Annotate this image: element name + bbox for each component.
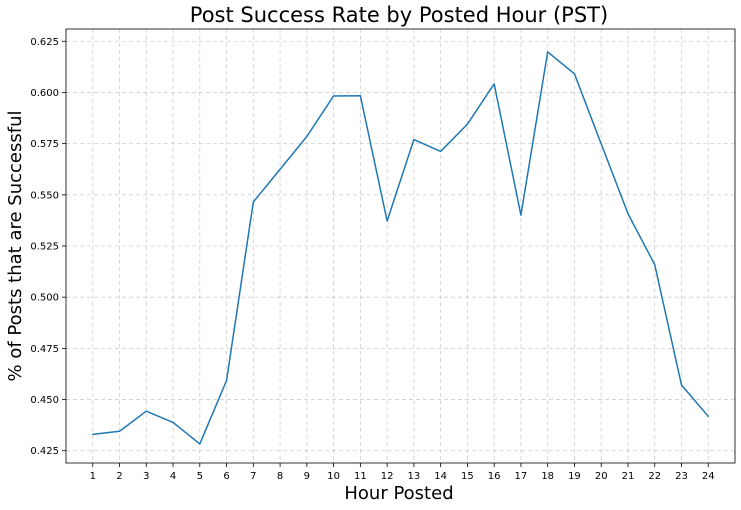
y-tick-label: 0.575 [30,139,59,150]
x-axis-label: Hour Posted [344,483,453,504]
x-tick-label: 7 [250,471,256,482]
y-axis-label: % of Posts that are Successful [5,111,26,382]
x-tick-label: 11 [354,471,367,482]
x-tick-label: 12 [381,471,394,482]
y-tick-label: 0.425 [30,446,59,457]
x-tick-label: 6 [223,471,229,482]
x-tick-label: 18 [541,471,554,482]
x-tick-label: 15 [461,471,474,482]
x-tick-label: 24 [702,471,715,482]
y-tick-label: 0.600 [30,88,59,99]
x-axis-ticks: 1 2 3 4 5 6 7 8 9 10 11 12 13 14 15 16 17 18 19 20 21 22 23 24 [90,463,715,482]
x-tick-label: 20 [595,471,608,482]
x-tick-label: 14 [434,471,447,482]
grid-layer [66,29,735,463]
x-tick-label: 13 [408,471,421,482]
y-tick-label: 0.450 [30,395,59,406]
x-tick-label: 10 [327,471,340,482]
x-tick-label: 22 [648,471,661,482]
x-tick-label: 1 [90,471,96,482]
x-tick-label: 2 [116,471,122,482]
x-tick-label: 21 [622,471,635,482]
y-tick-label: 0.475 [30,344,59,355]
y-tick-label: 0.550 [30,190,59,201]
x-tick-label: 3 [143,471,149,482]
x-tick-label: 5 [197,471,203,482]
x-tick-label: 4 [170,471,176,482]
series-line [92,51,709,445]
y-tick-label: 0.625 [30,37,59,48]
series-layer [92,51,709,445]
x-tick-label: 9 [304,471,310,482]
chart-title: Post Success Rate by Posted Hour (PST) [190,3,608,27]
y-tick-label: 0.500 [30,293,59,304]
y-axis-ticks: 0.425 0.450 0.475 0.500 0.525 0.550 0.575 0.600… [30,37,66,457]
x-tick-label: 17 [515,471,528,482]
x-tick-label: 8 [277,471,283,482]
x-tick-label: 23 [675,471,688,482]
y-tick-label: 0.525 [30,242,59,253]
x-tick-label: 19 [568,471,581,482]
x-tick-label: 16 [488,471,501,482]
